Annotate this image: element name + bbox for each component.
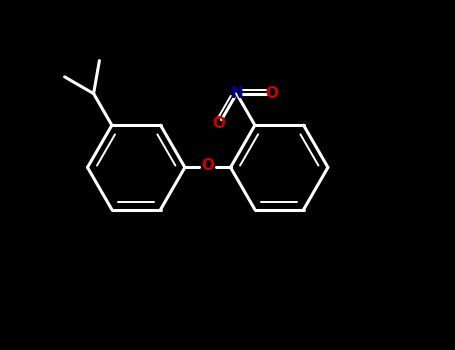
Text: O: O bbox=[265, 86, 278, 101]
Text: O: O bbox=[212, 117, 226, 131]
Text: O: O bbox=[201, 158, 214, 173]
Text: N: N bbox=[230, 86, 243, 101]
